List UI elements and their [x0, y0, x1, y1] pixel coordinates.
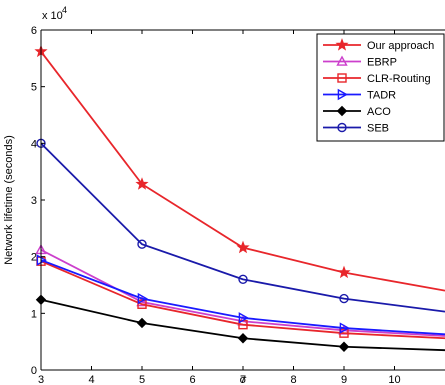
y-tick-label: 5: [31, 82, 37, 94]
y-axis-label: Network lifetime (seconds): [3, 135, 15, 265]
x-axis-label: σ: [240, 374, 247, 385]
data-point: [236, 240, 250, 254]
data-point: [135, 177, 149, 190]
series-line: [40, 259, 445, 336]
legend-item: SEB: [323, 123, 389, 135]
legend-item: EBRP: [323, 55, 397, 69]
x-tick-label: 8: [290, 374, 296, 385]
legend-marker: [335, 38, 349, 51]
legend-label: CLR-Routing: [367, 73, 431, 85]
y-tick-label: 1: [31, 308, 37, 320]
series-line: [40, 260, 445, 340]
legend: Our approach EBRP CLR-Routing TADR ACO SEB: [316, 33, 445, 142]
axis-layer: 0 1 2 3 4 5 6 3 4 5 6 7 8 9 10: [31, 25, 445, 385]
data-point: [338, 341, 350, 352]
x-tick-label: 10: [388, 374, 400, 385]
legend-item: CLR-Routing: [323, 73, 431, 85]
y-tick-label: 0: [31, 365, 37, 377]
legend-label: ACO: [367, 106, 391, 118]
x-tick-label: 4: [88, 374, 94, 385]
x-tick-label: 9: [341, 374, 347, 385]
data-point: [238, 312, 249, 324]
y-tick-label: 2: [31, 252, 37, 264]
y-multiplier: x 10 4: [42, 5, 67, 22]
data-point: [136, 317, 148, 329]
x-tick-label: 3: [38, 374, 44, 385]
legend-item: ACO: [323, 105, 391, 118]
legend-marker: [336, 105, 348, 117]
data-point: [137, 239, 147, 249]
series-layer: [34, 44, 445, 352]
legend-label: EBRP: [367, 57, 397, 69]
legend-item: Our approach: [323, 38, 434, 52]
legend-label: SEB: [367, 123, 389, 135]
legend-label: Our approach: [367, 40, 434, 52]
data-point: [238, 274, 248, 285]
legend-label: TADR: [367, 90, 396, 102]
data-point: [137, 299, 147, 309]
series-line: [40, 142, 445, 313]
y-tick-label: 6: [31, 25, 37, 37]
legend-marker: [336, 55, 348, 66]
legend-marker: [337, 88, 348, 101]
y-multiplier-exponent: 4: [62, 5, 67, 15]
data-point: [137, 292, 148, 305]
legend-marker: [337, 73, 347, 83]
data-point: [237, 333, 249, 344]
y-multiplier-base: x 10: [42, 10, 63, 22]
y-tick-label: 4: [31, 138, 37, 150]
legend-item: TADR: [323, 88, 396, 102]
x-tick-label: 5: [139, 374, 145, 385]
x-tick-label: 6: [189, 374, 195, 385]
y-tick-label: 3: [31, 195, 37, 207]
data-point: [337, 265, 351, 279]
data-point: [339, 293, 349, 304]
data-point: [339, 322, 350, 334]
legend-marker: [337, 122, 347, 133]
x-tick-label: 7: [240, 374, 246, 385]
legend-box: [316, 33, 445, 142]
